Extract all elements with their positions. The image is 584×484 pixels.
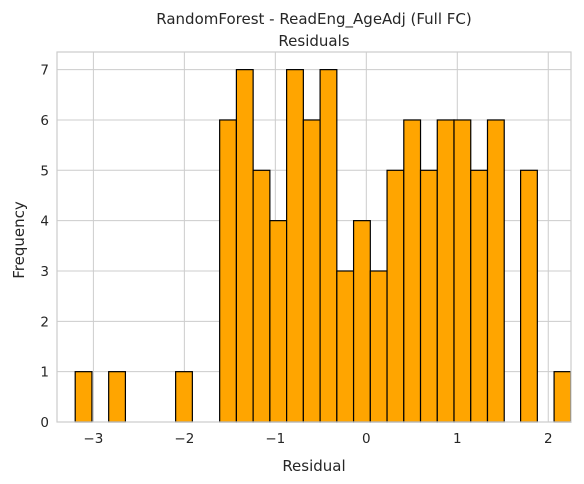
histogram-bar — [219, 119, 237, 423]
histogram-bar — [319, 69, 338, 423]
histogram-bar — [302, 119, 321, 423]
histogram-bar — [175, 371, 193, 423]
histogram-bar — [436, 119, 455, 423]
x-tick-label: 2 — [544, 431, 553, 447]
y-tick-label: 7 — [40, 63, 49, 79]
histogram-bar — [286, 69, 304, 423]
histogram-bar — [453, 119, 472, 423]
histogram-bar — [369, 270, 388, 423]
x-tick-labels: −3 −2 −1 0 1 2 — [83, 431, 552, 447]
chart-title: RandomForest - ReadEng_AgeAdj (Full FC) — [156, 10, 471, 29]
histogram-bar — [252, 169, 271, 423]
x-tick-label: −1 — [265, 431, 285, 447]
histogram-bar — [520, 169, 538, 423]
x-tick-label: −3 — [83, 431, 103, 447]
histogram-bar — [486, 119, 505, 423]
y-tick-label: 3 — [40, 264, 49, 280]
histogram-bar — [74, 371, 93, 423]
histogram-bar — [352, 220, 371, 423]
x-tick-label: 0 — [362, 431, 371, 447]
y-tick-label: 1 — [40, 365, 49, 381]
y-tick-label: 2 — [40, 314, 49, 330]
x-tick-label: −2 — [174, 431, 194, 447]
y-tick-label: 6 — [40, 113, 49, 129]
histogram-bar — [470, 169, 489, 423]
histogram-bar — [336, 270, 355, 423]
y-tick-labels: 0 1 2 3 4 5 6 7 — [40, 63, 49, 431]
histogram-bar — [269, 220, 288, 423]
plot-frame — [56, 51, 572, 423]
histogram-bar — [235, 69, 254, 423]
histogram-bar — [403, 119, 422, 423]
histogram-bar — [553, 371, 572, 423]
y-tick-label: 4 — [40, 214, 49, 230]
histogram-bar — [108, 371, 127, 423]
histogram-bars — [74, 69, 572, 423]
y-tick-label: 5 — [40, 163, 49, 179]
chart-subtitle: Residuals — [278, 32, 349, 50]
y-tick-label: 0 — [40, 415, 49, 431]
x-tick-label: 1 — [453, 431, 462, 447]
histogram-bar — [419, 169, 438, 423]
y-axis-label: Frequency — [10, 201, 28, 279]
x-axis-label: Residual — [282, 457, 345, 475]
histogram-bar — [386, 169, 405, 423]
